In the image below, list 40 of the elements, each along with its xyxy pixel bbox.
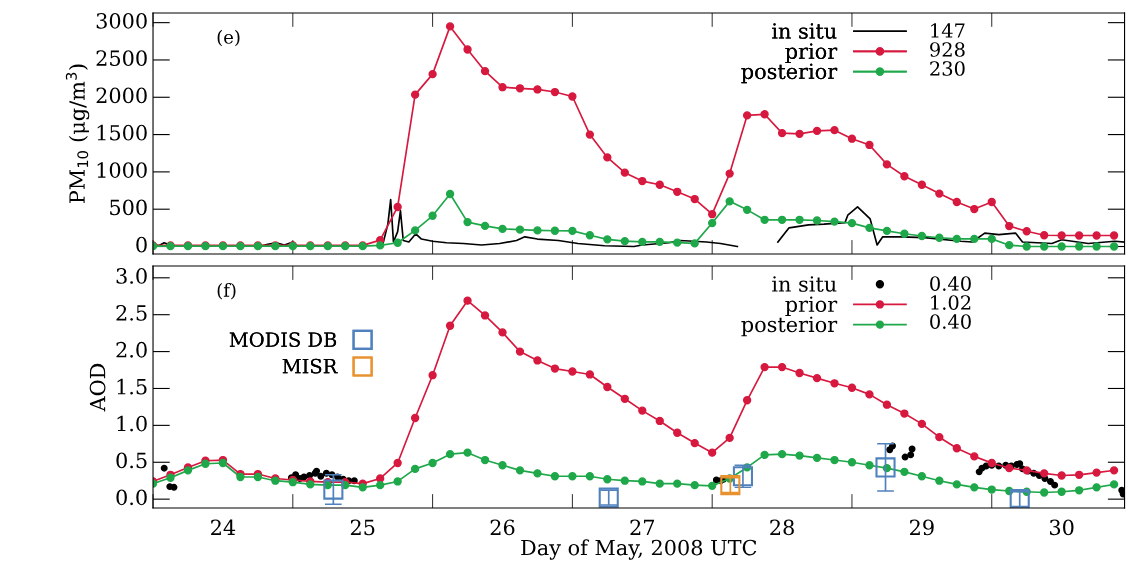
y-tick-label: 3.0 <box>116 268 147 284</box>
y-tick-label: 0.0 <box>116 489 147 506</box>
y-tick-label: 2500 <box>96 50 147 66</box>
x-tick-label: 25 <box>350 519 375 536</box>
legend-label: prior <box>785 43 838 64</box>
y-tick-label: 3000 <box>96 12 147 29</box>
x-axis-title: Day of May, 2008 UTC <box>521 539 757 560</box>
annotation: 230 <box>930 61 965 76</box>
x-tick-label: 27 <box>630 519 655 535</box>
annotation: 0.40 <box>930 314 971 329</box>
legend-label: posterior <box>741 316 838 337</box>
annotation: 147 <box>931 23 965 38</box>
annotation: 1.02 <box>931 295 971 310</box>
y-tick-label: 2.5 <box>116 304 147 321</box>
x-tick-label: 28 <box>770 519 794 536</box>
annotation: 928 <box>930 42 965 57</box>
legend-label: MISR <box>282 358 338 374</box>
y-tick-label: 1.0 <box>117 415 147 432</box>
annotation: (e) <box>217 29 240 47</box>
annotation: 0.40 <box>930 276 971 291</box>
y-tick-label: 2000 <box>96 87 147 104</box>
x-tick-label: 30 <box>1049 519 1074 536</box>
y-tick-label: 2.0 <box>116 341 147 358</box>
y-tick-label: 1500 <box>97 124 147 141</box>
y-tick-label: 1000 <box>97 162 147 178</box>
legend-label: MODIS DB <box>229 332 337 347</box>
y-tick-label: 0 <box>136 236 147 253</box>
legend-label: in situ <box>772 276 837 292</box>
legend-label: posterior <box>741 63 838 84</box>
legend-label: in situ <box>772 23 837 39</box>
y-tick-label: 500 <box>110 199 147 216</box>
x-tick-label: 26 <box>490 519 515 536</box>
legend-label: prior <box>785 296 838 317</box>
y-axis-title: PM$_{10}$ (μg/m$^{3}$) <box>65 64 90 204</box>
x-tick-label: 24 <box>211 519 236 535</box>
x-tick-label: 29 <box>910 519 934 536</box>
annotation: (f) <box>217 282 236 300</box>
y-tick-label: 0.5 <box>116 452 147 469</box>
y-tick-label: 1.5 <box>117 378 147 395</box>
y-axis-title: AOD <box>89 363 106 412</box>
